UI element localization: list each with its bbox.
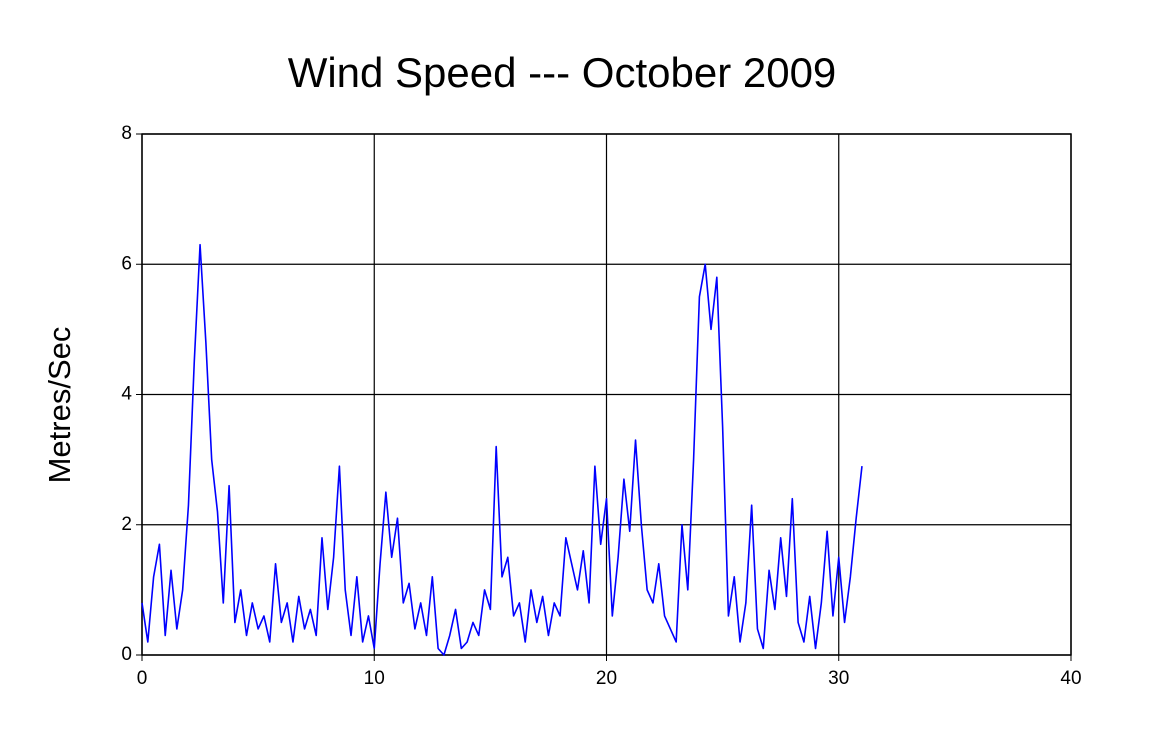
- x-tick-label: 10: [364, 668, 385, 689]
- x-tick-label: 40: [1060, 668, 1081, 689]
- y-tick-label: 0: [121, 644, 132, 665]
- data-line: [141, 243, 863, 656]
- chart-title: Wind Speed --- October 2009: [288, 49, 837, 96]
- y-tick-label: 4: [121, 384, 132, 405]
- y-tick-label: 8: [121, 123, 132, 144]
- x-tick-label: 30: [828, 668, 849, 689]
- y-axis-label: Metres/Sec: [42, 327, 77, 484]
- y-tick-label: 2: [121, 514, 132, 535]
- x-tick-label: 20: [596, 668, 617, 689]
- x-tick-label: 0: [137, 668, 148, 689]
- y-tick-label: 6: [121, 253, 132, 274]
